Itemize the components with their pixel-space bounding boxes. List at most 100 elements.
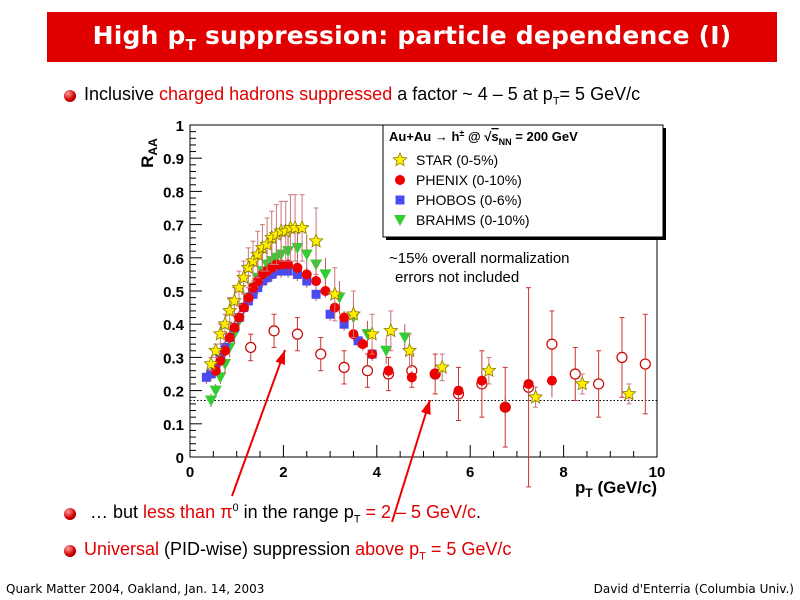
y-tick-label: 0.5 [163,284,184,301]
legend-header-part: ± [459,128,464,138]
phobos-0-6-point [353,336,363,346]
open-circle-point [338,361,350,373]
legend-box [382,124,664,238]
open-circle-point [315,348,327,360]
star-0-5-point [481,362,497,378]
y-tick-label: 0.1 [163,417,184,434]
legend-header-part: s [491,129,498,144]
brahms-0-10-point [300,249,313,261]
open-circle-point [593,378,605,390]
footer-right: David d'Enterria (Columbia Univ.) [593,582,794,596]
star-0-5-point [294,219,310,235]
x-axis-label: pT (GeV/c) [575,478,657,500]
phenix-0-10-point [357,339,368,350]
star-0-5-point [327,286,343,301]
phenix-0-10-point [476,375,487,386]
bullet-text-part: (PID-wise) suppression [159,539,356,559]
bullet-text: Universal (PID-wise) suppression above p… [84,539,511,563]
bullet-text-part: . [476,502,482,522]
phobos-0-6-point [201,372,211,382]
y-tick-label: 1 [176,118,184,135]
phenix-0-10-point [224,332,235,343]
phenix-0-10-point [276,259,287,270]
bullet-text-part: in the range p [238,502,354,522]
arrow-to-pi0-range-head [275,350,285,365]
brahms-0-10-point [209,385,222,397]
bullet-text-part: T [353,513,361,526]
star-0-5-point [383,322,399,338]
star-0-5-point [621,385,637,401]
phenix-0-10-point [243,292,254,303]
y-tick-label: 0.6 [163,251,184,268]
phenix-0-10-point [339,312,350,323]
bullet-text: Inclusive charged hadrons suppressed a f… [84,84,640,108]
open-circle-point [616,351,628,363]
legend-entry: PHOBOS (0-6%) [416,192,522,208]
brahms-0-10-point [291,242,304,254]
phenix-0-10-point [301,269,312,280]
bullet-text-part: 0 [232,502,239,514]
bullet-icon [64,544,76,557]
phenix-0-10-point [229,322,240,333]
open-circle-point [546,338,558,350]
star-0-5-point [401,342,418,358]
y-tick-label: 0.7 [163,218,184,235]
phenix-0-10-point [215,355,226,366]
x-tick-label: 10 [649,464,666,481]
phenix-0-10-point [500,402,511,413]
bullet-text-part: above p [355,539,420,559]
star-0-5-point [364,326,380,341]
y-tick-label: 0.3 [163,350,184,367]
open-circle-point [569,368,581,380]
phobos-0-6-point [325,309,335,319]
arrow-to-5gev [391,399,431,523]
y-axis-label: RAA [138,138,160,168]
x-tick-label: 8 [559,464,567,481]
y-axis-label-sub: AA [146,138,160,156]
bullet-text-part: T [552,95,560,108]
brahms-0-10-point [282,246,295,258]
bullet-text-part: Inclusive [84,84,160,104]
bullet-3: Universal (PID-wise) suppression above p… [64,539,511,563]
open-circle-point [245,341,257,354]
bullet-text-part: T [419,550,426,563]
x-axis-label-unit: (GeV/c) [593,478,657,497]
legend-header-part: Au+Au → h [389,129,459,144]
open-circle-point [268,325,280,337]
y-axis-label-main: R [138,156,157,168]
bullet-1: Inclusive charged hadrons suppressed a f… [64,84,640,108]
legend-header-part: @ √ [464,129,492,144]
legend-marker [392,151,408,167]
slide-title-bar: High pT suppression: particle dependence… [47,12,777,62]
open-circle-point [291,328,304,340]
legend-header: Au+Au → h± @ √sNN = 200 GeV [389,128,578,147]
phenix-0-10-point [523,378,534,389]
x-tick-label: 0 [186,464,194,481]
star-0-5-point [345,306,362,321]
open-circle-point [361,365,374,377]
star-0-5-point [574,375,590,391]
brahms-0-10-point [398,332,411,344]
star-0-5-point [208,342,224,358]
bullet-text-part: charged hadrons suppressed [159,84,393,104]
phenix-0-10-point [292,262,303,273]
legend-marker [394,215,406,226]
y-tick-label: 0 [176,450,184,467]
x-axis-label-sub: T [585,486,593,500]
phenix-0-10-point [546,375,557,386]
phenix-0-10-point [220,345,231,356]
phobos-0-6-point [206,369,216,379]
normalization-note: ~15% overall normalization [389,250,570,267]
open-circle-point [639,358,651,370]
legend-marker [395,195,405,205]
phenix-0-10-point [311,276,322,287]
arrow-to-pi0-range [231,349,286,497]
phenix-0-10-point [430,369,441,379]
star-0-5-point [308,233,324,248]
bullet-text-part: a factor ~ 4 – 5 at p [392,84,553,104]
slide-title: High pT suppression: particle dependence… [92,20,732,54]
footer-left: Quark Matter 2004, Oakland, Jan. 14, 200… [6,582,265,596]
legend-entry: BRAHMS (0-10%) [416,212,530,228]
legend-marker [395,175,405,185]
